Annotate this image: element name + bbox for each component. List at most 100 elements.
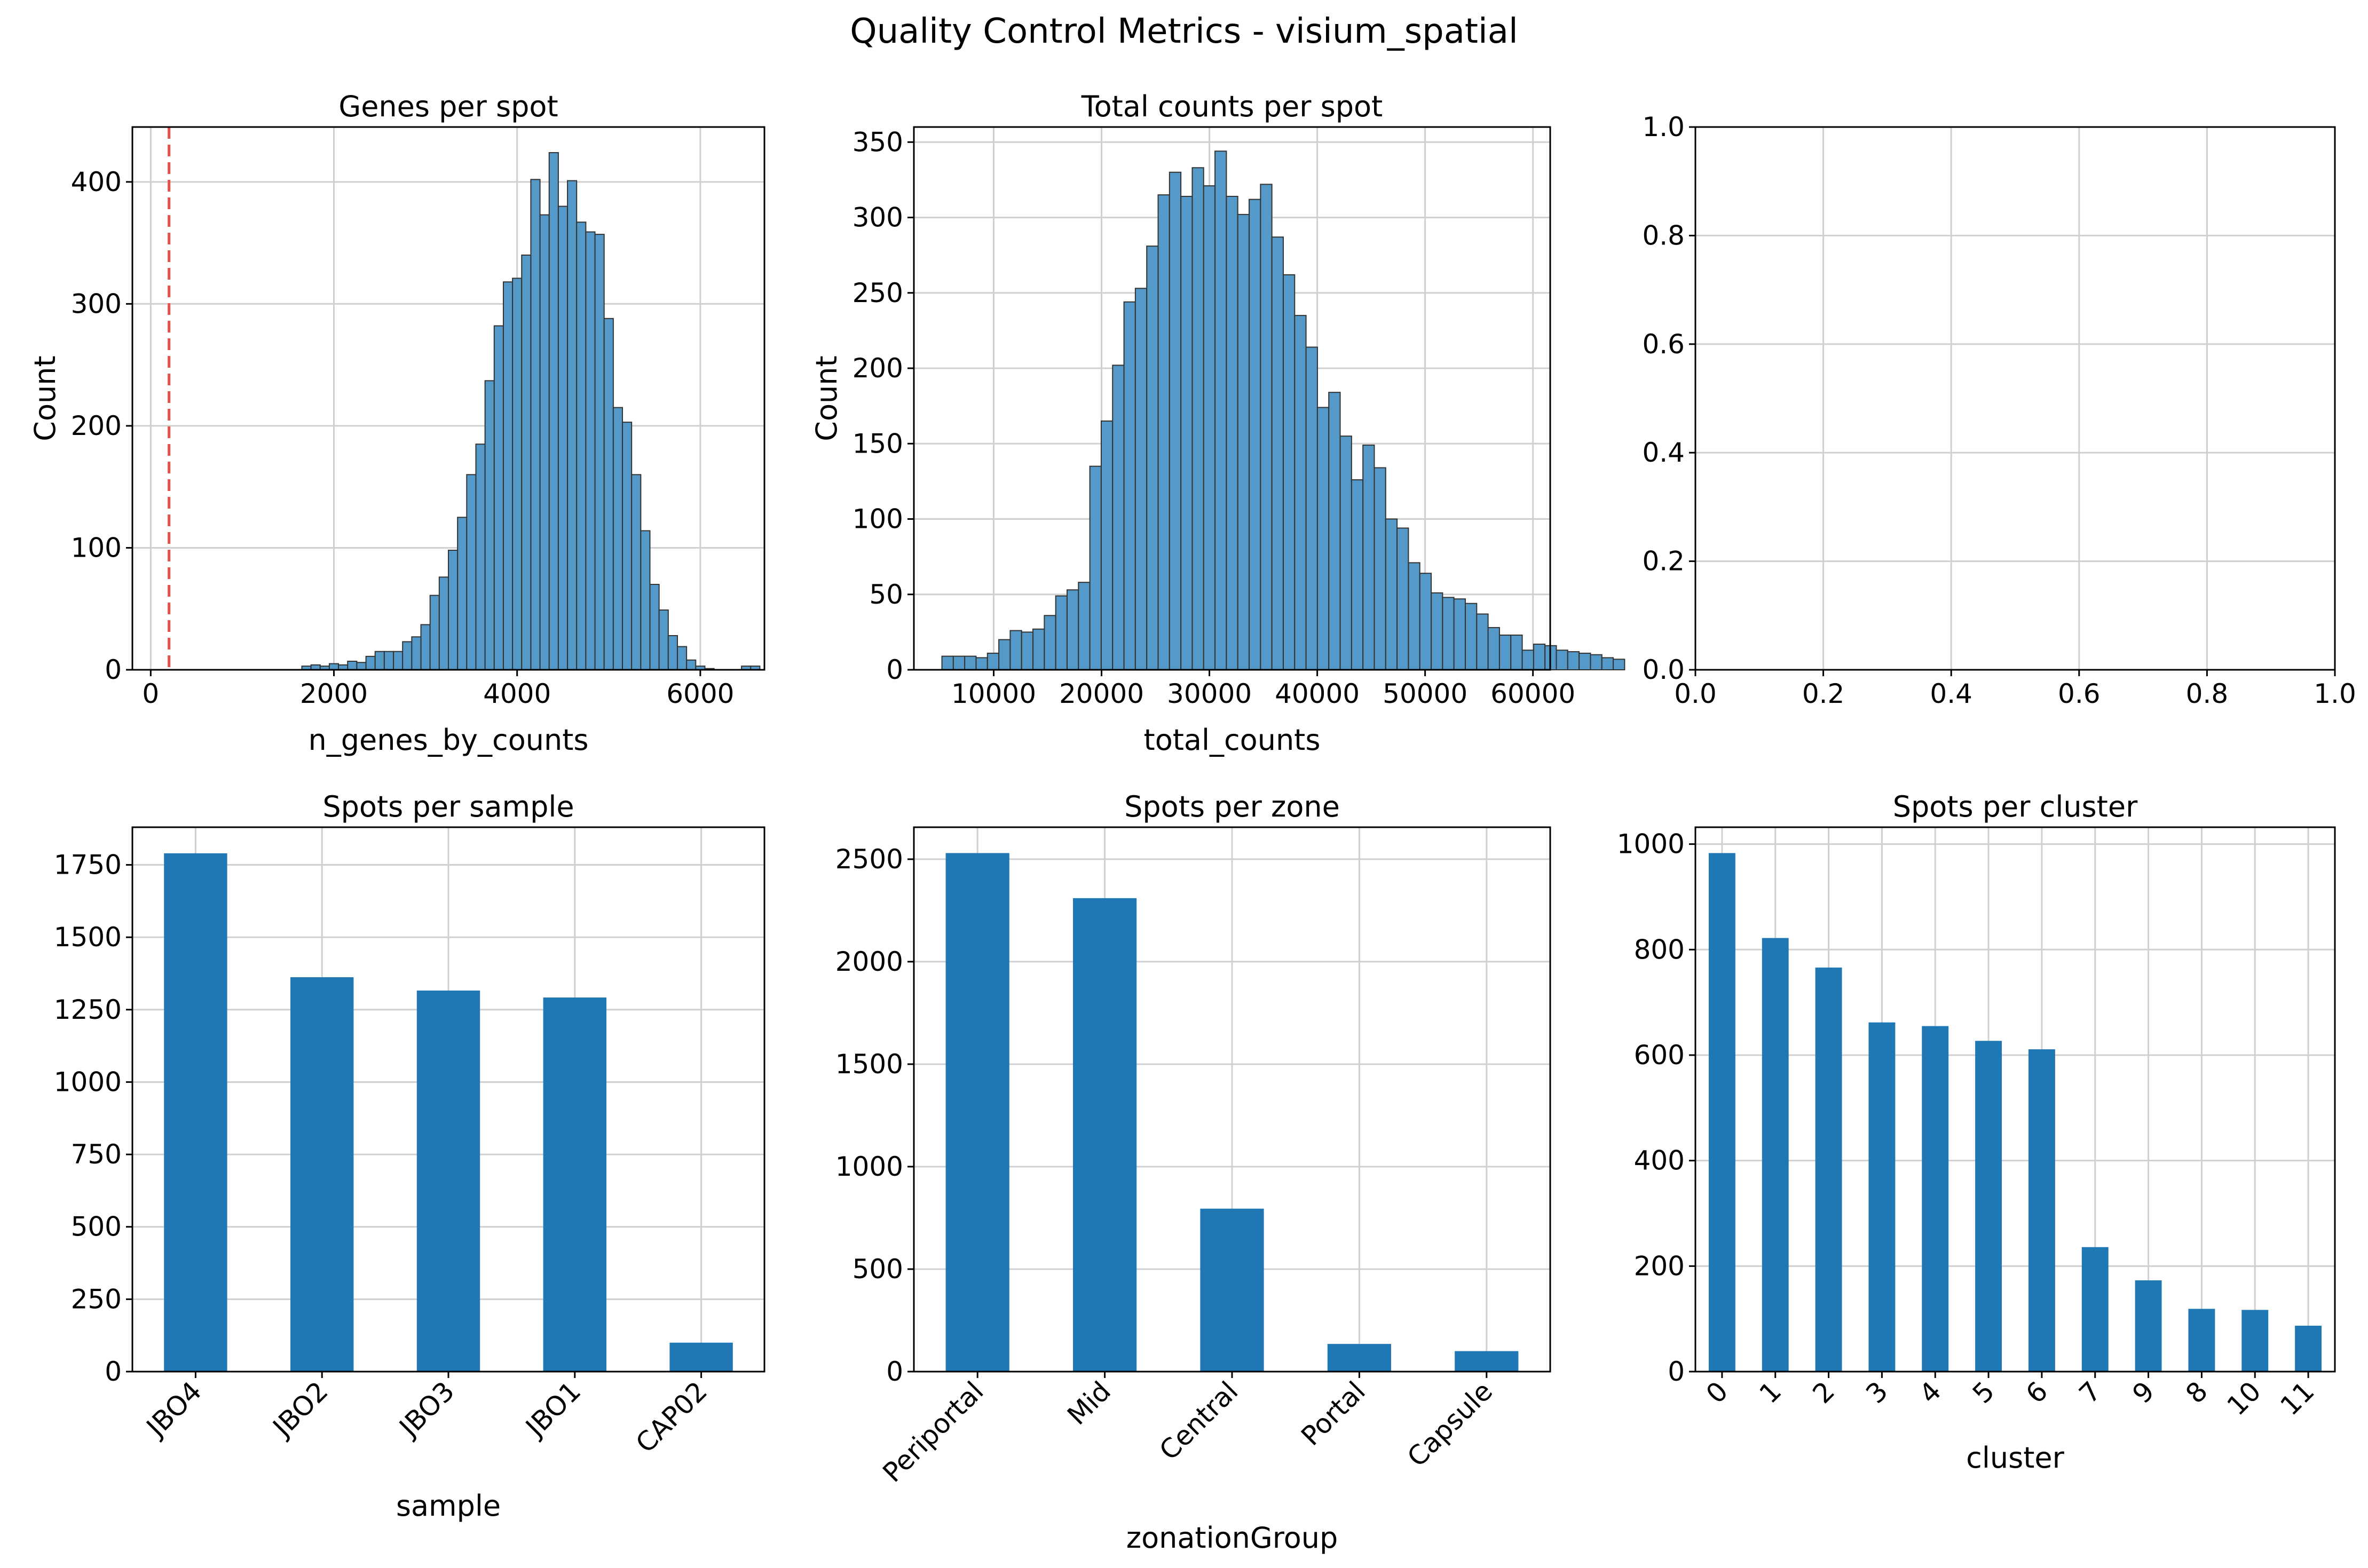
histogram-bar <box>1282 274 1296 670</box>
y-tick-label: 500 <box>71 1211 122 1242</box>
x-tick-label: 2 <box>1807 1375 1841 1409</box>
axes-frame <box>913 826 1551 1373</box>
histogram-bar <box>622 422 633 671</box>
x-tick-label: 1.0 <box>2314 678 2356 709</box>
histogram-bar <box>1271 236 1284 671</box>
x-tick-label: Mid <box>1061 1375 1117 1431</box>
x-tick-label: 2000 <box>300 678 368 709</box>
histogram-bar <box>1328 392 1341 670</box>
x-tick-label: 0.8 <box>2186 678 2229 709</box>
x-tick-label: 4 <box>1913 1375 1947 1409</box>
bar-JBO1 <box>543 997 606 1372</box>
histogram-bar <box>1453 598 1466 670</box>
histogram-bar <box>1419 573 1432 670</box>
histogram-bar <box>1066 589 1079 671</box>
bar-11 <box>2295 1326 2322 1372</box>
histogram-bar <box>429 595 440 671</box>
bar-10 <box>2241 1310 2269 1372</box>
histogram-bar <box>576 221 587 670</box>
y-tick-label: 0 <box>105 654 122 685</box>
bar-Mid <box>1073 898 1137 1372</box>
histogram-bar <box>457 517 468 671</box>
histogram-bar <box>998 639 1011 670</box>
histogram-bar <box>1226 195 1238 670</box>
histogram-bar <box>649 584 660 670</box>
x-tick-label: 7 <box>2073 1375 2107 1409</box>
panel-empty: 0.0 0.2 0.4 0.6 0.8 1.0 0.0 0.2 0.4 0.6 0.8 1.0 <box>1642 112 2356 709</box>
histogram-bar <box>1203 185 1216 670</box>
y-tick-label: 200 <box>71 410 122 441</box>
y-tick-label: 1750 <box>54 850 122 881</box>
histogram-bar <box>640 530 651 670</box>
histogram-bar <box>1464 603 1478 670</box>
x-tick-label: 4000 <box>483 678 551 709</box>
bar-8 <box>2188 1309 2215 1372</box>
histogram-bar <box>393 651 404 671</box>
y-tick-label: 0 <box>886 1356 903 1387</box>
histogram-bar <box>986 652 1000 671</box>
x-tick-label: JBO2 <box>266 1375 334 1444</box>
y-tick-label: 0 <box>1668 1356 1685 1387</box>
histogram-bar <box>658 609 669 671</box>
x-tick-label: 10 <box>2221 1375 2267 1421</box>
x-tick-label: 0.2 <box>1802 678 1845 709</box>
histogram-bar <box>1112 365 1125 670</box>
bar-1 <box>1762 938 1789 1372</box>
bar-2 <box>1815 967 1842 1372</box>
histogram-bar <box>502 281 514 670</box>
y-tick-label: 1250 <box>54 994 122 1025</box>
x-tick-label: Central <box>1154 1375 1244 1466</box>
x-tick-label: 60000 <box>1490 678 1575 709</box>
histogram-bar <box>539 214 550 670</box>
histogram-bar <box>374 651 385 671</box>
bar-Capsule <box>1455 1351 1519 1372</box>
histogram-bar <box>1305 346 1318 670</box>
histogram-bar <box>438 576 449 670</box>
y-axis-label: Count <box>28 355 62 441</box>
histogram-bar <box>1521 650 1534 671</box>
x-axis-label: total_counts <box>1144 723 1321 757</box>
histogram-bar <box>383 651 394 671</box>
x-tick-label: 0 <box>1700 1375 1734 1409</box>
x-tick-label: 6 <box>2020 1375 2054 1409</box>
histogram-bar <box>1055 595 1068 670</box>
x-axis-label: zonationGroup <box>1126 1521 1338 1555</box>
x-tick-label: 50000 <box>1383 678 1467 709</box>
histogram-bar <box>347 661 358 670</box>
histogram-bar <box>484 380 495 670</box>
histogram-bar <box>686 659 697 670</box>
panel-genes: Genes per spot 0 2000 4000 6000 0 100 200 300 400… <box>28 90 765 757</box>
x-axis-label: cluster <box>1966 1441 2064 1475</box>
bar-CAP02 <box>669 1342 733 1372</box>
x-tick-label: 30000 <box>1167 678 1252 709</box>
bar-Portal <box>1327 1344 1391 1372</box>
y-tick-label: 1500 <box>54 922 122 953</box>
y-tick-label: 800 <box>1634 934 1685 965</box>
bar-JBO4 <box>164 853 227 1372</box>
histogram-bar <box>1032 628 1045 670</box>
histogram-bar <box>1123 301 1136 670</box>
y-tick-label: 2500 <box>835 844 903 875</box>
panel-title: Total counts per spot <box>1081 90 1383 123</box>
y-tick-label: 1.0 <box>1642 112 1685 142</box>
histogram-bar <box>475 444 486 671</box>
bar-7 <box>2081 1247 2109 1372</box>
histogram-bar <box>612 407 623 670</box>
histogram-bar <box>1339 435 1352 670</box>
y-tick-label: 150 <box>853 428 903 459</box>
histogram-bar <box>1498 635 1512 671</box>
y-tick-label: 100 <box>71 532 122 563</box>
histogram-bar <box>594 234 605 670</box>
histogram-bar <box>603 318 614 670</box>
histogram-bar <box>557 205 569 671</box>
histogram-bar <box>1009 630 1022 671</box>
panel-title: Genes per spot <box>338 90 558 123</box>
histogram-bar <box>1374 467 1386 670</box>
y-tick-label: 200 <box>853 353 903 384</box>
y-tick-label: 350 <box>853 126 903 157</box>
histogram-bar <box>1134 288 1148 670</box>
x-axis-label: sample <box>396 1489 501 1523</box>
histogram-bar <box>1157 194 1170 670</box>
y-tick-label: 400 <box>71 167 122 197</box>
histogram-bar <box>1260 184 1273 671</box>
